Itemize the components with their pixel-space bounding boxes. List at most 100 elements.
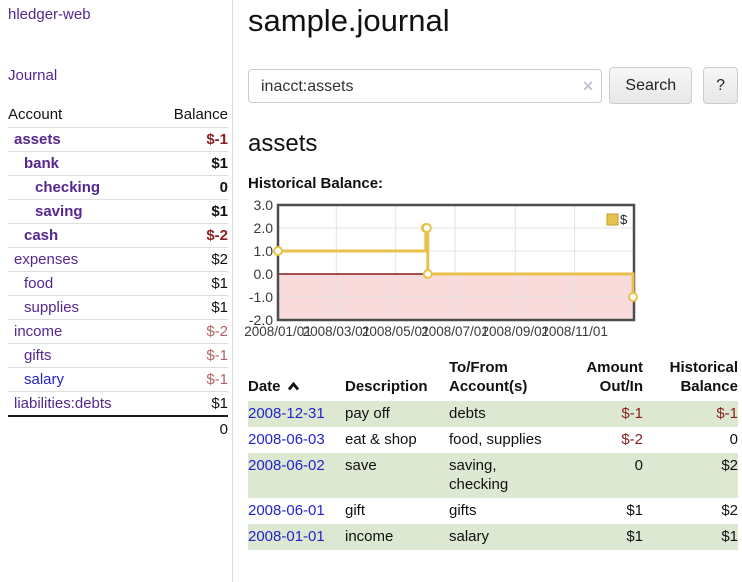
accounts-header-account: Account [8, 106, 63, 123]
transaction-date-link[interactable]: 2008-12-31 [248, 405, 325, 422]
transaction-amount: $1 [626, 502, 643, 519]
transaction-amount: $1 [626, 528, 643, 545]
account-link[interactable]: checking [35, 179, 101, 196]
account-row: supplies $1 [8, 295, 228, 320]
app-title-link[interactable]: hledger-web [8, 6, 91, 23]
register-column-header: To/From Account(s) [449, 359, 528, 395]
register-column-header: Historical Balance [669, 359, 738, 395]
legend-label: $ [620, 212, 628, 227]
account-name-cell: income [8, 319, 153, 344]
account-balance: $-1 [152, 127, 228, 152]
account-balance: $-2 [152, 223, 228, 248]
page-title: sample.journal [248, 3, 450, 38]
historical-balance-chart: $3.0 2.0 1.0 0.0 -1.0 -2.02008/01/012008/03/0… [244, 197, 639, 339]
chart-title: Historical Balance: [248, 175, 384, 192]
y-tick-label: -2.0 [249, 312, 273, 328]
transaction-accounts: food, supplies [449, 431, 542, 448]
x-tick-label: 2008/07/01 [421, 324, 489, 339]
account-balance: $2 [152, 247, 228, 272]
clear-search-icon[interactable]: × [582, 75, 594, 96]
account-balance: $1 [152, 391, 228, 416]
account-balance: 0 [152, 175, 228, 200]
x-tick-label: 2008/09/01 [482, 324, 550, 339]
account-balance: $-2 [152, 319, 228, 344]
y-tick-label: 1.0 [254, 243, 274, 259]
transaction-balance: $-1 [716, 405, 738, 422]
transaction-balance: $1 [721, 528, 738, 545]
account-row: saving $1 [8, 199, 228, 224]
register-column-header: Description [345, 378, 428, 395]
register-row: 2008-06-02 save saving, checking 0 $2 [248, 453, 738, 498]
transaction-date-link[interactable]: 2008-06-01 [248, 502, 325, 519]
accounts-total-value: 0 [8, 415, 228, 442]
plot-border [276, 203, 636, 322]
transaction-accounts: saving, checking [449, 457, 509, 493]
transaction-date-link[interactable]: 2008-06-03 [248, 431, 325, 448]
account-row: liabilities:debts $1 [8, 391, 228, 416]
account-balance: $-1 [152, 343, 228, 368]
y-tick-label: -1.0 [249, 289, 273, 305]
account-link[interactable]: saving [35, 203, 83, 220]
register-row: 2008-06-03 eat & shop food, supplies $-2 0 [248, 427, 738, 453]
search-field-wrap: × [248, 68, 603, 103]
account-link[interactable]: supplies [24, 299, 80, 316]
accounts-total-row: 0 [8, 415, 228, 442]
account-link[interactable]: salary [24, 371, 65, 388]
register-table: Date Description To/From Account(s) Amount… [248, 356, 738, 550]
transaction-accounts: salary [449, 528, 490, 545]
account-balance: $1 [152, 295, 228, 320]
account-name-cell: expenses [8, 247, 153, 272]
account-link[interactable]: liabilities:debts [14, 395, 112, 412]
account-link[interactable]: bank [24, 155, 60, 172]
help-button[interactable]: ? [703, 67, 738, 104]
transaction-accounts: gifts [449, 502, 477, 519]
register-column-header: Amount Out/In [586, 359, 643, 395]
search-input[interactable] [259, 70, 588, 103]
account-row: gifts $-1 [8, 343, 228, 368]
register-column-header[interactable]: Date [248, 356, 345, 401]
account-name-cell: supplies [8, 295, 153, 320]
account-link[interactable]: assets [14, 131, 61, 148]
sidebar: hledger-web Journal Account Balance asse… [0, 0, 233, 582]
account-balance: $1 [152, 199, 228, 224]
transaction-balance: $2 [721, 457, 738, 474]
account-link[interactable]: food [24, 275, 54, 292]
transaction-amount: $-2 [621, 431, 643, 448]
account-link[interactable]: gifts [24, 347, 52, 364]
transaction-description: income [345, 528, 394, 545]
account-name-cell: food [8, 271, 153, 296]
account-row: expenses $2 [8, 247, 228, 272]
account-balance: $1 [152, 271, 228, 296]
register-row: 2008-06-01 gift gifts $1 $2 [248, 498, 738, 524]
data-point-marker [273, 246, 283, 256]
transaction-date-link[interactable]: 2008-01-01 [248, 528, 325, 545]
account-link[interactable]: cash [24, 227, 59, 244]
account-name-cell: assets [8, 127, 153, 152]
register-row: 2008-12-31 pay off debts $-1 $-1 [248, 401, 738, 427]
data-point-marker [421, 223, 432, 233]
account-link[interactable]: expenses [14, 251, 79, 268]
x-tick-label: 2008/03/01 [303, 324, 371, 339]
x-tick-label: 2008/01/01 [244, 324, 312, 339]
account-name-cell: cash [8, 223, 153, 248]
legend-swatch [606, 213, 619, 226]
transaction-description: eat & shop [345, 431, 417, 448]
transaction-date-cell: 2008-12-31 [248, 401, 345, 427]
account-link[interactable]: income [14, 323, 63, 340]
account-balance: $1 [152, 151, 228, 176]
account-row: food $1 [8, 271, 228, 296]
accounts-header-balance: Balance [173, 106, 228, 123]
account-row: income $-2 [8, 319, 228, 344]
accounts-table: Account Balance assets $-1 bank $1 checking 0… [8, 104, 228, 442]
sidebar-item-journal[interactable]: Journal [8, 67, 58, 84]
transaction-date-link[interactable]: 2008-06-02 [248, 457, 325, 474]
account-balance: $-1 [152, 367, 228, 392]
transaction-balance: 0 [729, 431, 738, 448]
account-name-cell: checking [8, 175, 153, 200]
account-row: bank $1 [8, 151, 228, 176]
search-button[interactable]: Search [609, 67, 693, 104]
sort-asc-icon [287, 381, 299, 391]
y-tick-label: 2.0 [254, 220, 274, 236]
search-bar: × Search ? [248, 67, 738, 104]
transaction-balance: $2 [721, 502, 738, 519]
